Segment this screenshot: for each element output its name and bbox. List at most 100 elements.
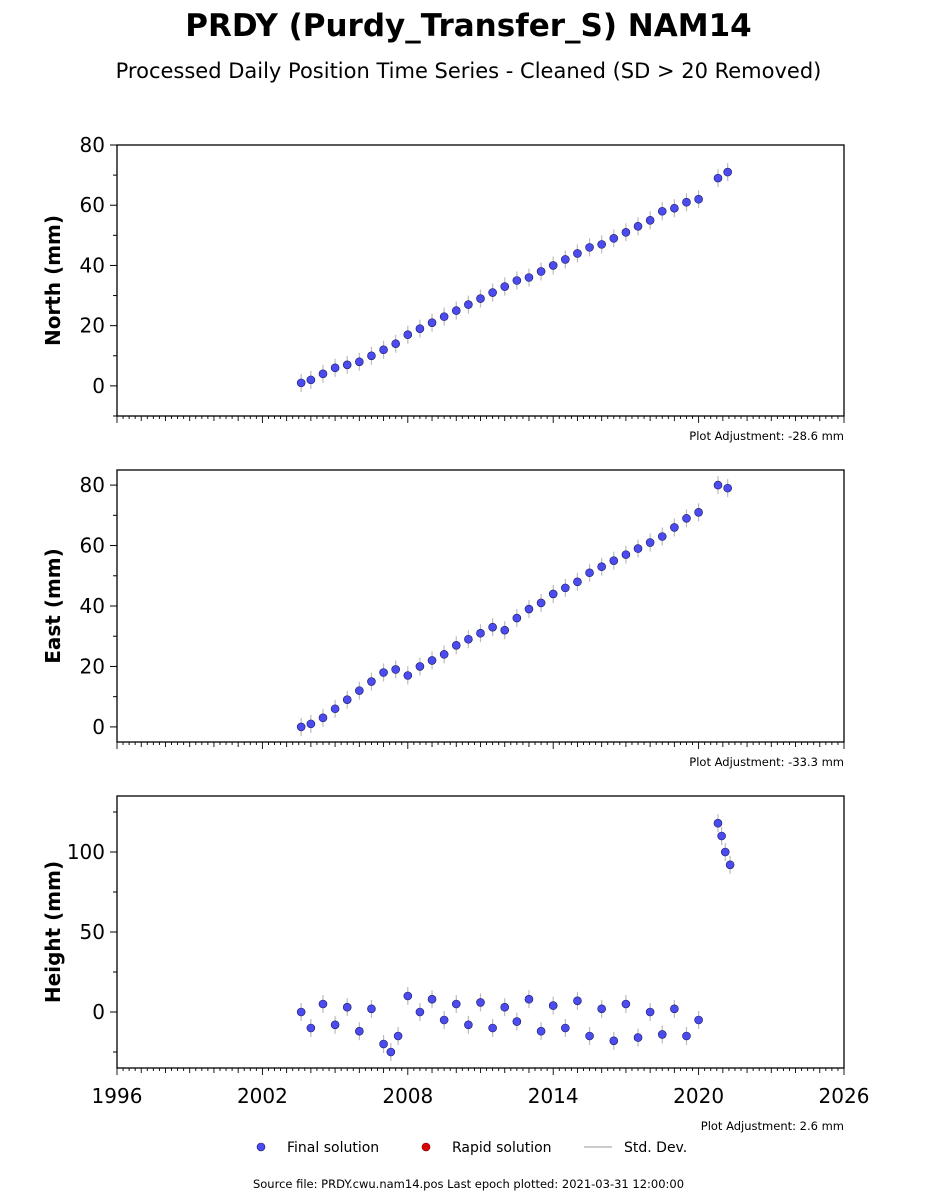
data-point — [670, 203, 679, 213]
data-point — [386, 1047, 396, 1057]
data-point — [427, 656, 437, 665]
data-point — [367, 1004, 376, 1014]
height-marks: 1996 2002 2008 2014 2020 2026 0 50 100 — [67, 811, 870, 1108]
data-point — [330, 1020, 340, 1030]
x-tick-label: 2026 — [819, 1084, 870, 1108]
data-point — [464, 300, 473, 309]
data-point — [342, 695, 352, 704]
data-point — [633, 222, 643, 231]
data-point — [621, 228, 631, 237]
data-point — [723, 167, 732, 177]
north-plot-frame — [116, 144, 845, 417]
north-adjustment: Plot Adjustment: -28.6 mm — [689, 429, 844, 443]
y-tick-label: 100 — [67, 840, 105, 864]
data-point — [379, 668, 388, 677]
data-point — [524, 994, 534, 1004]
data-point — [536, 1026, 546, 1036]
data-point — [609, 1036, 619, 1046]
data-point — [318, 713, 328, 723]
legend-rapid-marker — [421, 1142, 431, 1152]
data-point — [657, 532, 667, 541]
data-point — [723, 483, 732, 493]
data-point — [536, 598, 546, 608]
data-point — [597, 562, 606, 572]
x-tick-label: 2020 — [673, 1084, 724, 1108]
data-point — [488, 1023, 497, 1033]
data-point — [476, 294, 485, 303]
data-point — [393, 1031, 403, 1041]
x-tick-label: 2008 — [382, 1084, 433, 1108]
data-point — [633, 544, 643, 553]
data-point — [403, 330, 413, 340]
data-point — [415, 662, 425, 671]
source-footer: Source file: PRDY.cwu.nam14.pos Last epo… — [253, 1177, 684, 1191]
data-point — [379, 345, 388, 355]
data-point — [451, 306, 461, 315]
data-point — [512, 1017, 522, 1026]
data-point — [427, 994, 437, 1004]
data-point — [451, 999, 461, 1009]
data-point — [670, 523, 679, 532]
data-point — [573, 996, 582, 1006]
data-point — [342, 1002, 352, 1012]
y-tick-label: 80 — [80, 133, 105, 157]
legend-final-marker — [256, 1142, 266, 1152]
y-tick-label: 50 — [80, 920, 105, 944]
y-tick-label: 60 — [80, 193, 105, 217]
data-point — [488, 622, 497, 632]
data-point — [500, 1002, 510, 1012]
y-tick-label: 40 — [80, 594, 105, 618]
data-point — [439, 312, 449, 321]
data-point — [694, 1015, 703, 1025]
data-point — [500, 625, 510, 635]
data-point — [548, 589, 558, 599]
data-point — [415, 324, 425, 333]
data-point — [367, 351, 376, 361]
data-point — [645, 1007, 655, 1017]
data-point — [657, 206, 667, 216]
height-ylabel: Height (mm) — [41, 861, 65, 1003]
data-point — [296, 1007, 306, 1017]
data-point — [670, 1004, 679, 1014]
data-point — [573, 577, 582, 587]
data-point — [585, 568, 594, 578]
x-tick-label: 2014 — [528, 1084, 579, 1108]
legend-rapid-label: Rapid solution — [452, 1140, 552, 1156]
north-panel: 0 20 40 60 80 North (mm) Plot Adjustment: -2… — [41, 133, 845, 443]
data-point — [597, 1004, 606, 1014]
data-point — [306, 719, 316, 729]
data-point — [561, 1023, 570, 1033]
data-point — [379, 1039, 388, 1049]
data-point — [548, 1001, 558, 1010]
data-point — [597, 240, 606, 249]
data-point — [439, 650, 449, 659]
data-point — [464, 634, 473, 644]
data-point — [391, 665, 400, 674]
data-point — [367, 677, 376, 686]
data-point — [713, 480, 723, 490]
data-point — [682, 197, 691, 207]
y-tick-label: 0 — [92, 715, 105, 739]
height-adjustment: Plot Adjustment: 2.6 mm — [701, 1119, 844, 1133]
data-point — [306, 1023, 316, 1033]
y-tick-label: 0 — [92, 374, 105, 398]
data-point — [330, 704, 340, 714]
data-point — [717, 831, 726, 841]
data-point — [355, 357, 364, 367]
y-tick-label: 80 — [80, 473, 105, 497]
data-point — [645, 215, 655, 225]
data-point — [342, 360, 352, 370]
data-point — [296, 378, 306, 388]
data-point — [524, 604, 534, 614]
data-point — [403, 991, 413, 1001]
data-point — [355, 686, 364, 695]
data-point — [500, 282, 510, 291]
data-point — [694, 508, 703, 517]
y-tick-label: 0 — [92, 1000, 105, 1024]
data-point — [645, 538, 655, 547]
data-point — [548, 261, 558, 270]
data-point — [451, 640, 461, 650]
data-point — [713, 818, 723, 828]
data-point — [536, 267, 546, 276]
